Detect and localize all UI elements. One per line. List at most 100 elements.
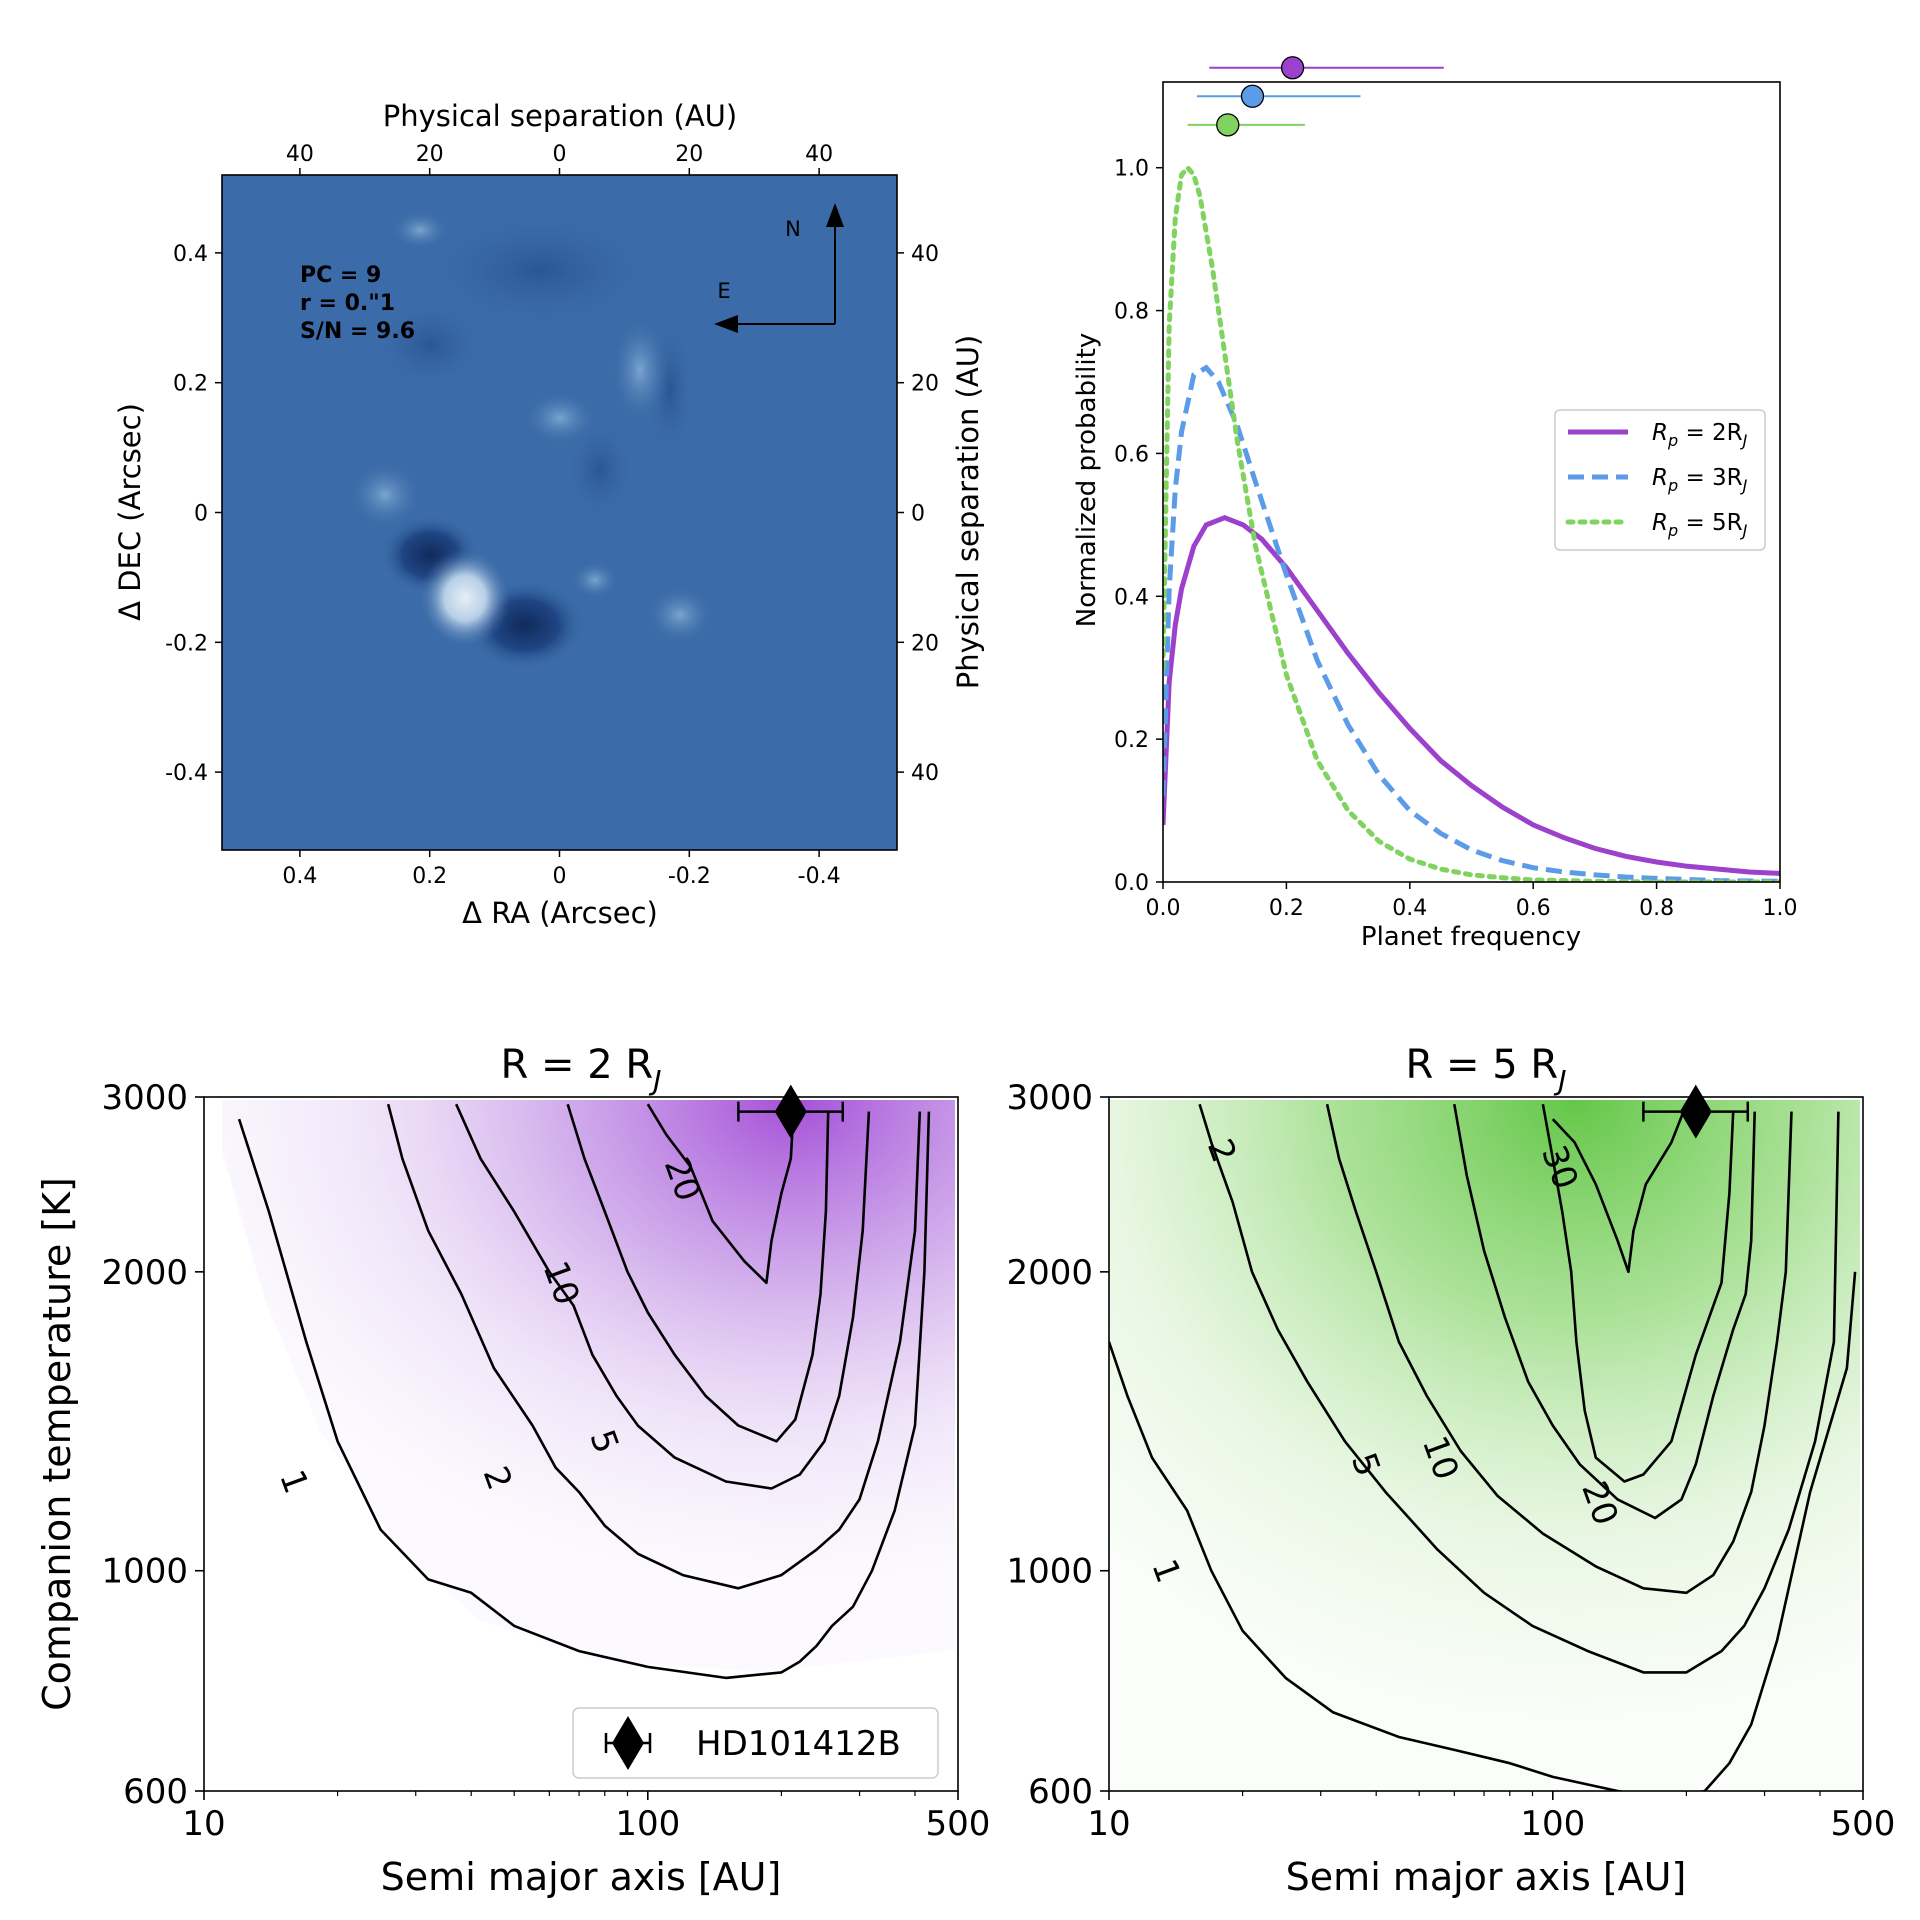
probability-y-tick-label: 0.4 (1114, 585, 1149, 610)
residual-light-4 (645, 585, 715, 645)
probability-x-tick-label: 0.6 (1516, 896, 1551, 921)
image-top-tick-label: 40 (286, 142, 314, 167)
contour-5rj-x-axis-label: Semi major axis [AU] (1286, 1855, 1687, 1899)
image-top-axis-label: Physical separation (AU) (383, 99, 737, 133)
image-x-tick-label: -0.2 (668, 864, 711, 889)
residual-light-3 (610, 315, 670, 425)
contour-x-tick-label: 100 (1520, 1804, 1585, 1844)
image-x-axis-label: Δ RA (Arcsec) (462, 896, 658, 930)
contour-5rj-title: R = 5 RJ (1406, 1042, 1567, 1097)
legend-label-3: Rp = 5RJ (1652, 510, 1748, 540)
residual-dark-4 (565, 420, 635, 520)
contour-line-level-5 (455, 1103, 871, 1490)
contour-2rj-ticks: 10 100 500 600 1000 2000 3000 (101, 1078, 990, 1844)
probability-x-tick-label: 0.2 (1269, 896, 1304, 921)
series-errorbar-point-2 (1240, 84, 1265, 108)
image-annotation-line-1: PC = 9 (300, 263, 381, 288)
legend-diamond-icon (612, 1716, 644, 1770)
legend-marker-label: HD101412B (696, 1724, 901, 1764)
residual-light-6 (390, 210, 450, 250)
compass-north-arrowhead (826, 203, 844, 227)
residual-dark-6 (375, 300, 485, 390)
contour-2rj-y-axis-label: Companion temperature [K] (35, 1177, 79, 1711)
contour-y-tick-label: 600 (1028, 1772, 1093, 1812)
legend-frame (1554, 409, 1766, 551)
contour-y-tick-label: 3000 (101, 1078, 188, 1118)
image-right-tick-label: 40 (911, 761, 939, 786)
panel-image: 0.4 0.2 0 -0.2 -0.4 40 20 0 20 40 0.4 0.2 0 -0.2 -0.4 4… (113, 99, 985, 930)
image-y-tick-label: 0 (194, 502, 208, 527)
image-y-tick-label: 0.2 (173, 372, 208, 397)
contour-2rj-frame (203, 1096, 959, 1792)
image-top-tick-label: 20 (416, 142, 444, 167)
probability-series (1163, 163, 1780, 882)
image-top-tick-label: 0 (553, 142, 567, 167)
image-right-tick-label: 20 (911, 372, 939, 397)
contour-line-level-20 (646, 1103, 795, 1285)
contour-5rj-fill (1109, 1100, 1860, 1791)
contour-line-level-2 (386, 1103, 922, 1590)
probability-y-tick-label: 0.2 (1114, 728, 1149, 753)
compass-east-arrowhead (714, 315, 738, 333)
series-line-2 (1163, 364, 1780, 882)
legend-label-2: Rp = 3RJ (1652, 465, 1748, 495)
contour-line-level-30 (1551, 1103, 1688, 1274)
image-y-tick-label: -0.4 (165, 761, 208, 786)
marker-diamond (1679, 1084, 1712, 1139)
probability-errorbars (1187, 56, 1444, 137)
series-line-3 (1163, 163, 1780, 882)
series-line-1 (1163, 515, 1780, 876)
probability-y-tick-label: 0.6 (1114, 442, 1149, 467)
probability-y-tick-label: 0.8 (1114, 300, 1149, 325)
probability-y-axis-label: Normalized probability (1072, 333, 1102, 627)
image-y-axis-label: Δ DEC (Arcsec) (113, 403, 147, 621)
contour-y-tick-label: 1000 (101, 1552, 188, 1592)
contour-x-tick-label: 10 (182, 1804, 225, 1844)
contour-2rj-x-axis-label: Semi major axis [AU] (381, 1855, 782, 1899)
residual-light-1 (347, 460, 423, 530)
contour-line-level-1 (237, 1111, 931, 1680)
image-y-tick-label: 0.4 (173, 242, 208, 267)
probability-y-tick-label: 0.0 (1114, 871, 1149, 896)
contour-5rj-ticks: 10 100 500 600 1000 2000 3000 (1006, 1078, 1895, 1844)
marker-diamond (774, 1084, 807, 1139)
probability-x-tick-label: 0.0 (1146, 896, 1181, 921)
contour-line-level-2 (1198, 1103, 1840, 1674)
probability-legend: Rp = 2RJ Rp = 3RJ Rp = 5RJ (1554, 409, 1766, 551)
contour-5rj-frame (1108, 1096, 1864, 1792)
residual-light-5 (570, 560, 620, 600)
contour-y-tick-label: 2000 (101, 1253, 188, 1293)
contour-x-tick-label: 10 (1087, 1804, 1130, 1844)
probability-x-tick-label: 0.8 (1639, 896, 1674, 921)
contour-x-tick-label: 500 (1831, 1804, 1896, 1844)
probability-x-tick-label: 1.0 (1763, 896, 1798, 921)
image-features (347, 210, 715, 670)
contour-label: 1 (271, 1465, 316, 1499)
contour-y-tick-label: 1000 (1006, 1552, 1093, 1592)
contour-2rj-marker (737, 1084, 845, 1139)
image-x-tick-label: 0 (553, 864, 567, 889)
panel-probability: 0.0 0.2 0.4 0.6 0.8 1.0 0.0 0.2 0.4 0.6 0.8 1.0 Pla… (1072, 56, 1798, 952)
compass: N E (714, 203, 844, 333)
contour-y-tick-label: 3000 (1006, 1078, 1093, 1118)
residual-light-2 (522, 390, 598, 446)
legend-label-1: Rp = 2RJ (1652, 420, 1748, 450)
image-right-tick-label: 40 (911, 242, 939, 267)
image-top-tick-label: 40 (805, 142, 833, 167)
probability-y-tick-label: 1.0 (1114, 157, 1149, 182)
companion-source (419, 548, 511, 648)
contour-x-tick-label: 100 (615, 1804, 680, 1844)
image-right-tick-label: 20 (911, 631, 939, 656)
image-right-axis-label: Physical separation (AU) (951, 335, 985, 689)
contour-line-level-1 (1109, 1271, 1857, 1791)
probability-x-axis-label: Planet frequency (1361, 922, 1581, 952)
contour-y-tick-label: 2000 (1006, 1253, 1093, 1293)
image-x-tick-label: 0.4 (282, 864, 317, 889)
image-annotation-line-2: r = 0."1 (300, 291, 395, 316)
contour-legend: HD101412B (572, 1707, 939, 1779)
image-right-tick-label: 0 (911, 502, 925, 527)
image-top-tick-label: 20 (675, 142, 703, 167)
